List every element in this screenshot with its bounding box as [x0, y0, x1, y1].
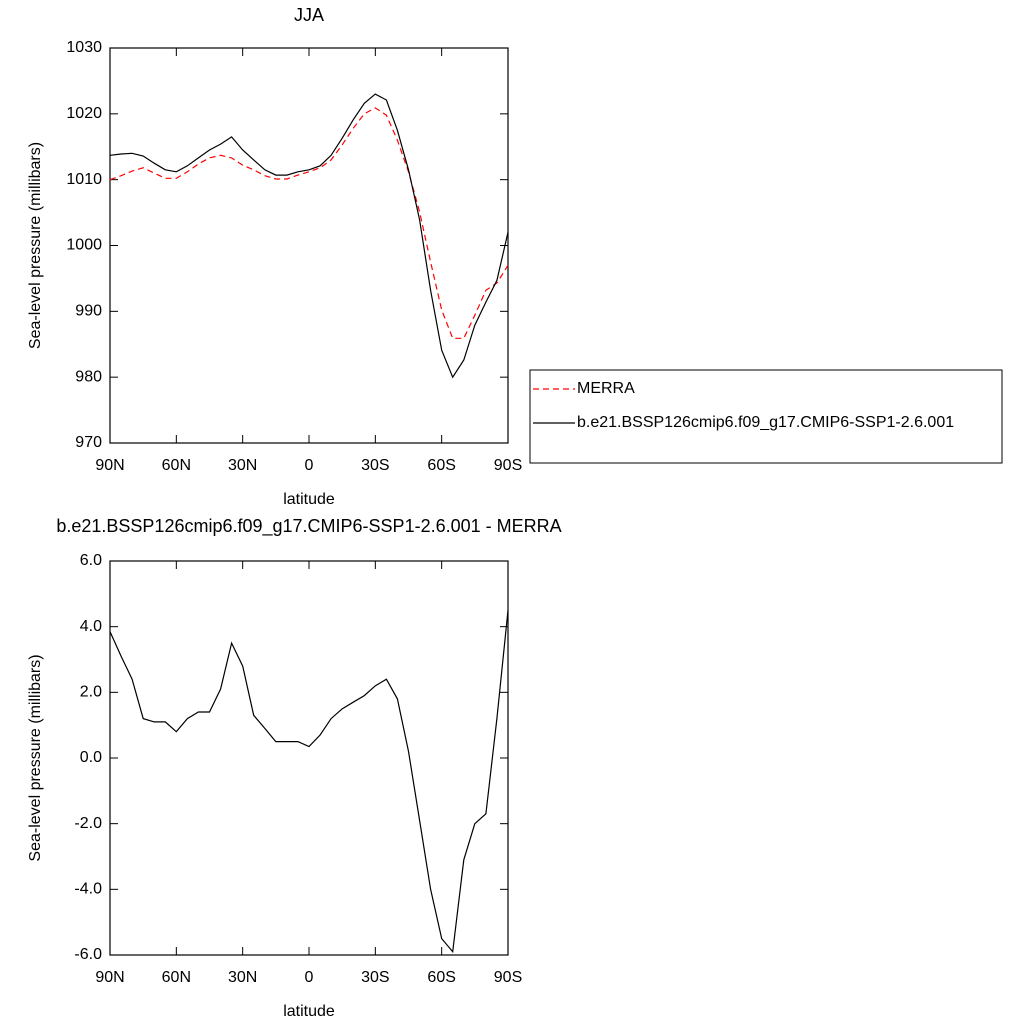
plot-frame [109, 47, 509, 444]
data-line [109, 107, 509, 339]
data-line [109, 610, 509, 954]
y-tick-label: -2.0 [74, 815, 102, 832]
y-tick-label: 1010 [66, 171, 102, 188]
x-tick-label: 90S [494, 457, 522, 474]
y-tick-label: 6.0 [80, 552, 102, 569]
y-tick-label: -4.0 [74, 881, 102, 898]
legend-label: b.e21.BSSP126cmip6.f09_g17.CMIP6-SSP1-2.… [577, 414, 954, 431]
x-tick-label: 90S [494, 969, 522, 986]
x-tick-label: 30N [228, 969, 257, 986]
x-tick-label: 30S [361, 457, 389, 474]
y-tick-label: 1020 [66, 105, 102, 122]
y-tick-label: 980 [75, 368, 102, 385]
legend: MERRA b.e21.BSSP126cmip6.f09_g17.CMIP6-SS… [529, 369, 1003, 464]
legend-label: MERRA [577, 380, 635, 397]
y-tick-label: 4.0 [80, 618, 102, 635]
y-axis-label: Sea-level pressure (millibars) [27, 142, 44, 349]
y-tick-label: 2.0 [80, 684, 102, 701]
x-axis-label: latitude [283, 491, 335, 508]
data-line [109, 93, 509, 379]
y-tick-label: -6.0 [74, 946, 102, 963]
x-tick-label: 60S [427, 457, 455, 474]
chart-title: b.e21.BSSP126cmip6.f09_g17.CMIP6-SSP1-2.… [56, 516, 561, 537]
y-tick-label: 970 [75, 434, 102, 451]
y-tick-label: 1000 [66, 237, 102, 254]
x-tick-label: 30S [361, 969, 389, 986]
x-axis-label: latitude [283, 1003, 335, 1020]
plot-frame [109, 560, 509, 956]
x-tick-label: 30N [228, 457, 257, 474]
y-tick-label: 0.0 [80, 749, 102, 766]
x-tick-label: 60N [162, 457, 191, 474]
x-tick-label: 0 [305, 457, 314, 474]
y-tick-label: 990 [75, 303, 102, 320]
legend-box [529, 369, 1003, 464]
x-tick-label: 60S [427, 969, 455, 986]
x-tick-label: 90N [95, 457, 124, 474]
x-tick-label: 90N [95, 969, 124, 986]
x-tick-label: 60N [162, 969, 191, 986]
chart-title: JJA [294, 5, 324, 25]
y-tick-label: 1030 [66, 39, 102, 56]
y-axis-label: Sea-level pressure (millibars) [27, 654, 44, 861]
x-tick-label: 0 [305, 969, 314, 986]
